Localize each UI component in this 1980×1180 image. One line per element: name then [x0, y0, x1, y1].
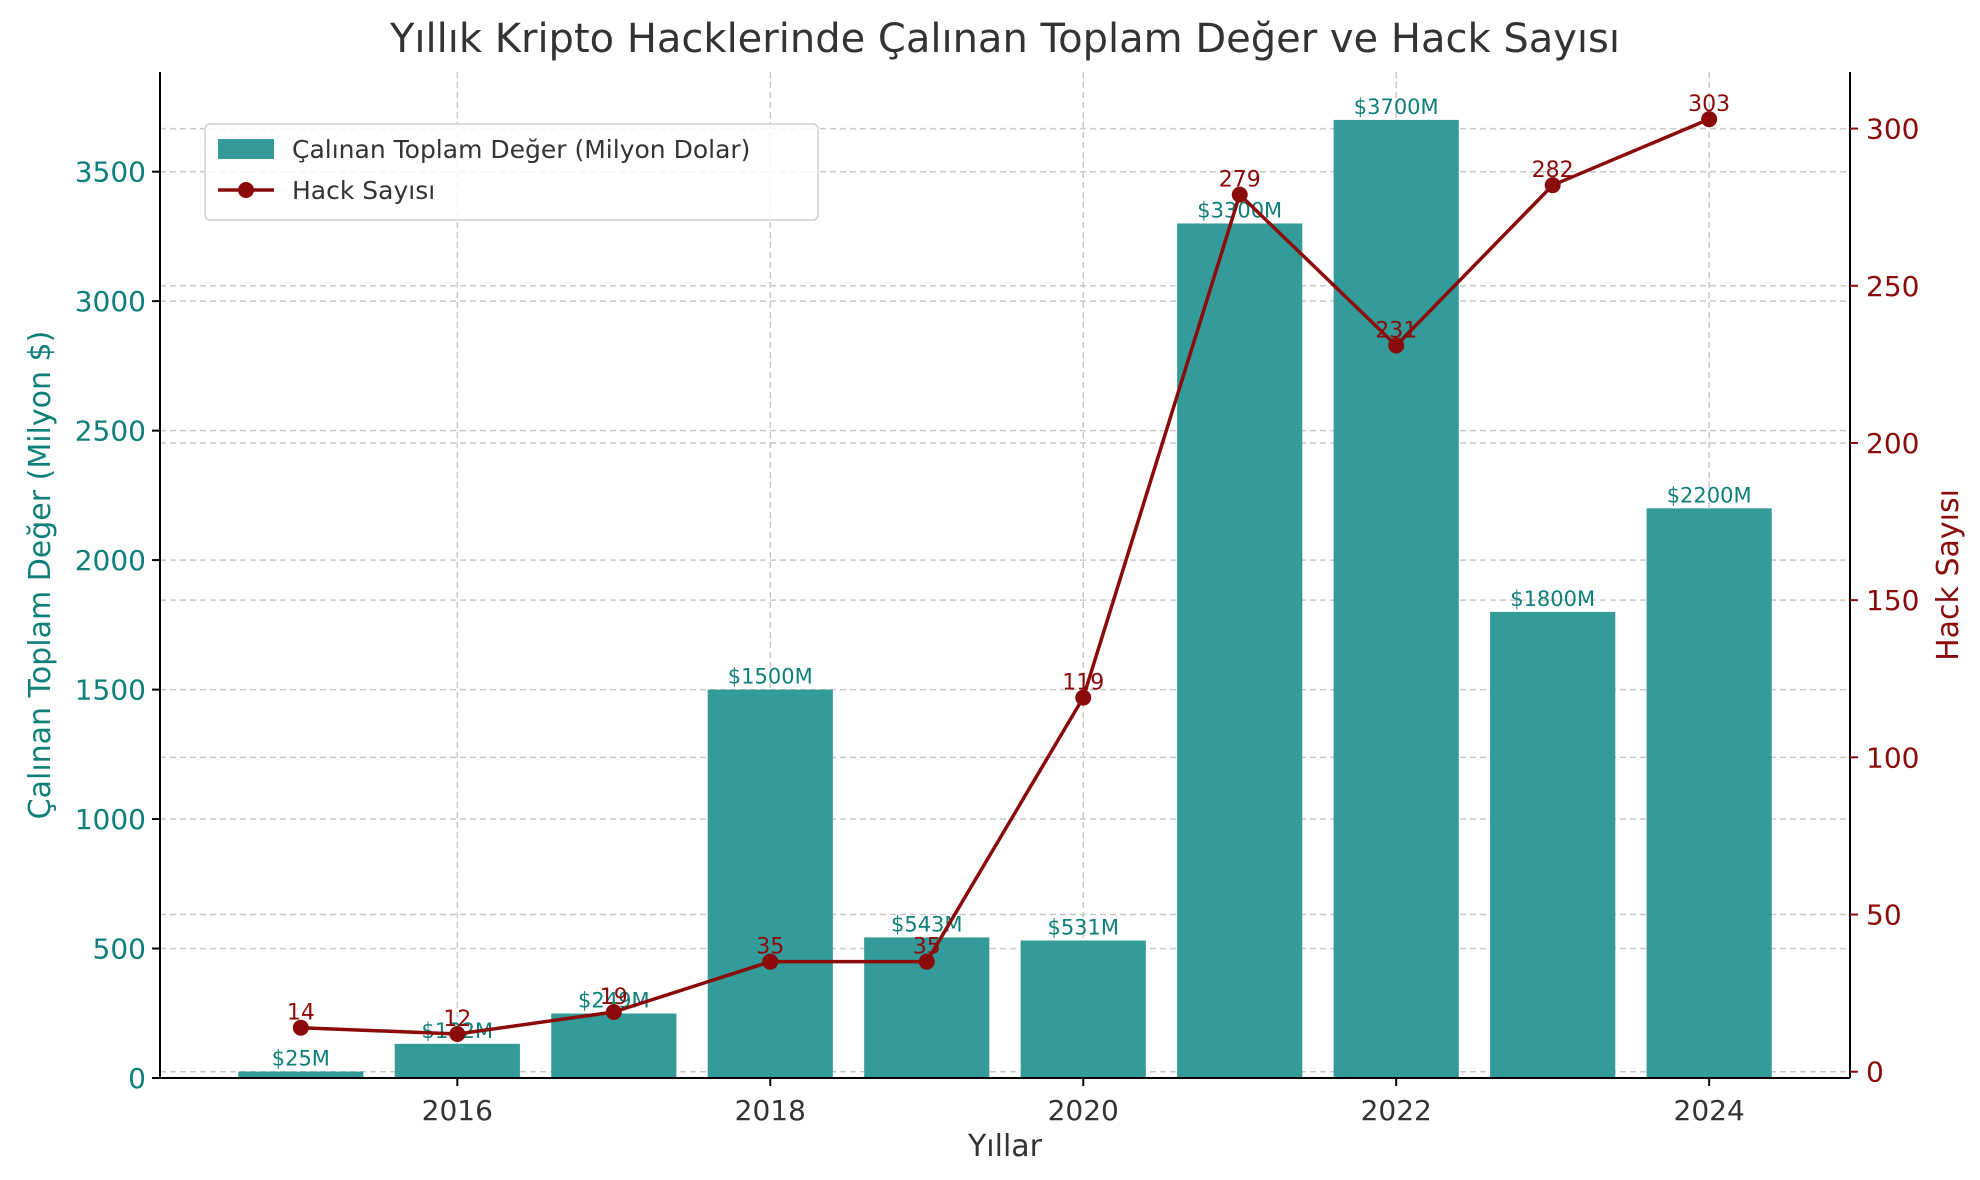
bar-value-label: $531M: [1047, 916, 1119, 940]
left-tick-label: 2000: [75, 544, 146, 577]
left-axis-label: Çalınan Toplam Değer (Milyon $): [23, 331, 58, 820]
line-point: [1075, 689, 1092, 706]
bar: [1490, 611, 1616, 1078]
right-axis-label: Hack Sayısı: [1931, 489, 1966, 661]
bar-value-label: $3700M: [1354, 95, 1439, 119]
x-tick-label: 2020: [1048, 1094, 1119, 1127]
bar-value-label: $2200M: [1667, 483, 1752, 507]
x-tick-label: 2022: [1361, 1094, 1432, 1127]
bar: [238, 1071, 364, 1078]
legend-frame: [204, 123, 819, 221]
left-tick-label: 1000: [75, 803, 146, 836]
point-value-label: 303: [1688, 92, 1730, 117]
chart-title: Yıllık Kripto Hacklerinde Çalınan Toplam…: [389, 16, 1620, 62]
right-tick-label: 100: [1866, 741, 1919, 774]
point-value-label: 119: [1062, 671, 1104, 696]
left-axis-ticks: 0 500 1000 1500 2000 2500 3000 3500: [75, 156, 160, 1095]
line-point: [292, 1019, 309, 1036]
line-data-labels: 14 12 19 35 35 119 279 231 282 303: [287, 92, 1730, 1032]
right-tick-label: 250: [1866, 270, 1919, 303]
bar-value-label: $1500M: [728, 665, 813, 689]
legend-line-entry: Hack Sayısı: [292, 176, 435, 205]
line-point: [762, 953, 779, 970]
right-tick-label: 300: [1866, 113, 1919, 146]
legend: Çalınan Toplam Değer (Milyon Dolar) Hack…: [204, 123, 819, 221]
point-value-label: 35: [756, 935, 784, 960]
series-line: [300, 117, 1710, 1036]
point-value-label: 35: [913, 935, 941, 960]
left-tick-label: 500: [93, 933, 146, 966]
right-tick-label: 50: [1866, 899, 1902, 932]
point-value-label: 231: [1375, 319, 1417, 344]
bar: [707, 689, 833, 1078]
line-series: [292, 111, 1718, 1042]
legend-line-marker: [238, 182, 254, 198]
x-tick-label: 2016: [422, 1094, 493, 1127]
left-tick-label: 1500: [75, 674, 146, 707]
line-point: [449, 1025, 466, 1042]
left-tick-label: 0: [128, 1062, 146, 1095]
point-value-label: 14: [287, 1001, 315, 1026]
point-value-label: 282: [1532, 158, 1574, 183]
axes: [159, 72, 1851, 1079]
x-axis-label: Yıllar: [967, 1129, 1043, 1164]
x-tick-label: 2018: [735, 1094, 806, 1127]
point-value-label: 12: [443, 1007, 471, 1032]
legend-bar-swatch: [218, 139, 274, 159]
left-tick-label: 3500: [75, 156, 146, 189]
bar: [394, 1043, 520, 1078]
right-tick-label: 0: [1866, 1056, 1884, 1089]
line-point: [605, 1003, 622, 1020]
bar: [1177, 223, 1303, 1079]
bar: [1020, 940, 1146, 1078]
x-axis-ticks: 2016 2018 2020 2022 2024: [422, 1078, 1745, 1127]
point-value-label: 19: [600, 985, 628, 1010]
x-tick-label: 2024: [1674, 1094, 1745, 1127]
bar: [1333, 119, 1459, 1078]
right-tick-label: 200: [1866, 427, 1919, 460]
bar: [1646, 508, 1772, 1078]
line-point: [1701, 111, 1718, 128]
line-point: [1544, 177, 1561, 194]
point-value-label: 279: [1219, 168, 1261, 193]
left-tick-label: 2500: [75, 415, 146, 448]
right-tick-label: 150: [1866, 584, 1919, 617]
line-point: [1231, 186, 1248, 203]
bar-series: [238, 119, 1772, 1079]
left-tick-label: 3000: [75, 285, 146, 318]
line-point: [1388, 337, 1405, 354]
right-axis-ticks: 0 50 100 150 200 250 300: [1850, 113, 1919, 1089]
legend-bar-entry: Çalınan Toplam Değer (Milyon Dolar): [292, 135, 750, 164]
bar-value-label: $1800M: [1510, 587, 1595, 611]
line-point: [918, 953, 935, 970]
bar: [551, 1013, 677, 1078]
bar-value-label: $25M: [272, 1047, 330, 1071]
